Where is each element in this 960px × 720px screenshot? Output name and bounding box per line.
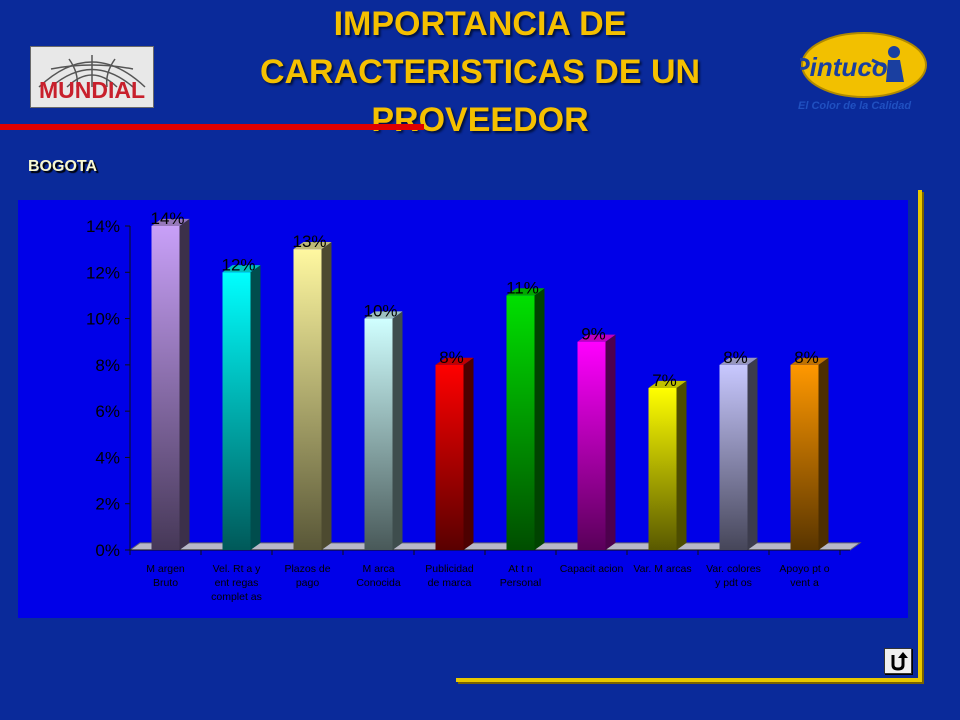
x-tick-label: Var. M arcas (633, 563, 691, 575)
return-button[interactable] (884, 648, 912, 674)
x-tick-label: complet as (211, 591, 262, 603)
globe-icon (38, 55, 146, 88)
x-tick-label: Vel. Rt a y (213, 563, 262, 575)
bar (790, 364, 819, 550)
x-tick-label: Capacit acion (560, 563, 624, 575)
data-label: 14% (150, 209, 184, 228)
data-label: 11% (506, 278, 539, 297)
bar (435, 364, 464, 550)
bar (293, 249, 322, 550)
return-arrow-icon (891, 652, 908, 671)
frame-line-horizontal (456, 678, 922, 682)
bar-side (392, 311, 403, 550)
bar-side (179, 218, 190, 550)
data-label: 10% (363, 302, 397, 321)
page-title: IMPORTANCIA DE CARACTERISTICAS DE UN PRO… (200, 0, 760, 144)
bar-top (790, 357, 829, 365)
title-line-2: CARACTERISTICAS DE UN (259, 53, 701, 91)
bar-side (747, 357, 758, 550)
y-tick-label: 8% (95, 356, 120, 375)
bar (719, 364, 748, 550)
title-line-3: PROVEEDOR (371, 101, 589, 139)
title-underline (0, 124, 424, 130)
bar-top (648, 380, 687, 388)
bar-top (719, 357, 758, 365)
bar-top (435, 357, 474, 365)
data-label: 8% (723, 348, 748, 367)
x-tick-label: M arca (362, 563, 394, 575)
title-line-1: IMPORTANCIA DE (333, 5, 627, 43)
bar-top (364, 311, 403, 319)
x-tick-label: Publicidad (425, 563, 474, 575)
pintuco-logo: Pintuco (800, 32, 927, 98)
bar-top (577, 334, 616, 342)
data-label: 8% (794, 348, 819, 367)
bar-side (534, 288, 545, 550)
bar-top (293, 242, 332, 250)
y-tick-label: 10% (86, 310, 120, 329)
x-tick-label: pago (296, 577, 320, 589)
bar (506, 295, 535, 550)
tagline: El Color de la Calidad (798, 100, 912, 112)
pintuco-logo-text: Pintuco (800, 52, 888, 82)
data-label: 13% (292, 232, 326, 251)
bar (151, 226, 180, 550)
y-tick-label: 0% (95, 541, 120, 560)
x-tick-label: Personal (500, 577, 541, 589)
bar (577, 341, 606, 550)
y-tick-label: 4% (95, 448, 120, 467)
frame-shadow-horizontal (458, 682, 924, 684)
data-label: 7% (652, 371, 677, 390)
x-tick-label: de marca (428, 577, 472, 589)
x-tick-label: M argen (146, 563, 185, 575)
bar-side (676, 380, 687, 550)
bar-chart: 0% 2% 4% 6% 8% 10% 12% 14% 14% M argen Bruto 12% Vel… (86, 209, 862, 603)
mundial-logo: MUNDIAL (30, 46, 154, 108)
data-label: 9% (581, 325, 606, 344)
y-tick-label: 12% (86, 263, 120, 282)
bar-top (151, 218, 190, 226)
y-tick-label: 6% (95, 402, 120, 421)
region-label: BOGOTA (28, 158, 98, 175)
frame-line-vertical (918, 190, 922, 680)
y-tick-label: 2% (95, 495, 120, 514)
y-tick-label: 14% (86, 217, 120, 236)
x-tick-label: ent regas (215, 577, 259, 589)
bar-top (506, 288, 545, 296)
x-tick-label: vent a (790, 577, 819, 589)
bar-side (605, 334, 616, 550)
x-tick-label: Apoyo pt o (779, 563, 829, 575)
bar (364, 318, 393, 550)
data-label: 12% (221, 255, 255, 274)
bar-side (463, 357, 474, 550)
bar-side (250, 265, 261, 550)
x-tick-label: y pdt os (715, 577, 752, 589)
bar-side (818, 357, 829, 550)
bar-top (222, 265, 261, 273)
x-tick-label: Var. colores (706, 563, 761, 575)
mundial-logo-text: MUNDIAL (38, 77, 146, 103)
x-tick-label: At t n (508, 563, 533, 575)
x-tick-label: Bruto (153, 577, 178, 589)
bar-side (321, 242, 332, 550)
x-tick-label: Conocida (356, 577, 401, 589)
x-tick-label: Plazos de (284, 563, 330, 575)
chart-panel: 0% 2% 4% 6% 8% 10% 12% 14% 14% M argen Bruto 12% Vel… (18, 200, 908, 618)
frame-shadow-vertical (922, 192, 924, 684)
bar (648, 388, 677, 550)
bar (222, 272, 251, 550)
data-label: 8% (439, 348, 464, 367)
